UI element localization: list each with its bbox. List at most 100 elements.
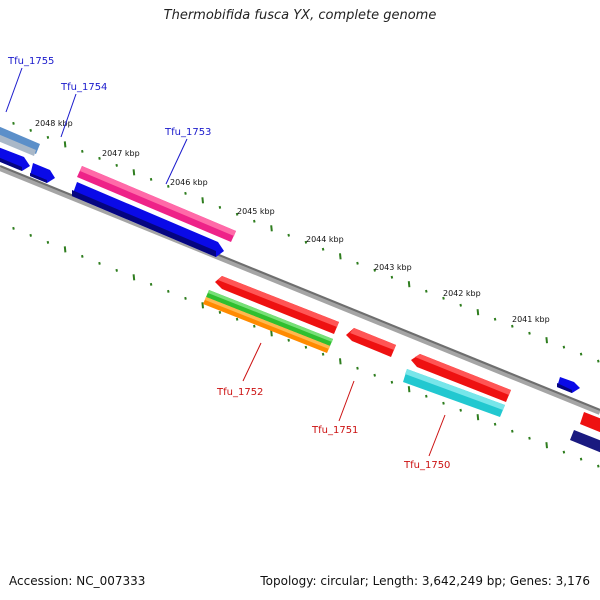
inner-tick-11 (184, 296, 187, 300)
inner-tick-8 (132, 274, 136, 281)
outer-tick-15 (253, 219, 256, 223)
gene-label-tfu-1753: Tfu_1753 (164, 127, 211, 138)
gene-arrow-tfu-1752[interactable] (215, 276, 339, 334)
kbp-label-2041: 2041 kbp (512, 315, 550, 324)
label-leader-lines (5, 67, 446, 457)
gene-arrow-right-edge[interactable] (557, 377, 580, 393)
kbp-label-2045: 2045 kbp (237, 207, 275, 216)
gene-arrow-tfu-1754-left[interactable] (0, 147, 30, 171)
genome-summary-text: Topology: circular; Length: 3,642,249 bp… (260, 574, 590, 588)
outer-tick-29 (493, 317, 497, 321)
outer-tick-5 (81, 149, 84, 153)
inner-tick-21 (356, 366, 359, 370)
inner-tick-5 (81, 254, 84, 258)
outer-tick-28 (476, 309, 480, 316)
inner-tick-20 (339, 358, 342, 365)
inner-tick-13 (218, 310, 222, 314)
inner-tick-34 (579, 457, 583, 461)
kbp-label-2047: 2047 kbp (102, 149, 140, 158)
kbp-label-2043: 2043 kbp (374, 263, 412, 272)
inner-tick-24 (407, 386, 411, 393)
inner-tick-29 (493, 422, 497, 426)
outer-tick-11 (184, 191, 187, 195)
inner-tick-26 (442, 401, 445, 405)
gene-arrow-tfu-1753-blue[interactable] (72, 182, 224, 257)
inner-tick-2 (29, 233, 32, 237)
inner-tick-25 (425, 394, 428, 398)
outer-tick-27 (459, 303, 462, 307)
kbp-label-2048: 2048 kbp (35, 119, 73, 128)
map-title: Thermobifida fusca YX, complete genome (163, 8, 437, 23)
gene-arrow-right-navy[interactable] (570, 430, 600, 453)
outer-tick-30 (511, 324, 514, 328)
outer-tick-7 (115, 163, 118, 167)
gene-arrow-tfu-1750-cyan[interactable] (403, 369, 505, 417)
outer-tick-track (12, 121, 600, 363)
inner-tick-17 (287, 338, 290, 342)
inner-tick-33 (562, 450, 566, 454)
outer-tick-33 (562, 345, 566, 349)
inner-tick-18 (304, 345, 308, 349)
gene-label-tfu-1755: Tfu_1755 (7, 56, 54, 67)
outer-tick-3 (46, 135, 50, 139)
inner-tick-4 (63, 246, 67, 253)
kbp-scale-labels: 2048 kbp 2047 kbp 2046 kbp 2045 kbp 2044… (35, 119, 550, 324)
outer-tick-19 (321, 247, 325, 251)
gene-arrow-tfu-1754[interactable] (30, 163, 55, 183)
outer-tick-24 (407, 281, 411, 288)
outer-tick-6 (98, 156, 101, 160)
inner-tick-15 (253, 324, 256, 328)
gene-label-tfu-1754: Tfu_1754 (60, 82, 107, 93)
outer-tick-22 (373, 268, 376, 272)
gene-arrow-tfu-1755[interactable] (0, 126, 40, 156)
outer-tick-9 (149, 177, 153, 181)
outer-tick-1 (12, 121, 15, 125)
gene-label-tfu-1751: Tfu_1751 (311, 425, 358, 436)
inner-tick-35 (597, 464, 600, 468)
gene-arrow-right-red[interactable] (580, 412, 600, 433)
outer-tick-23 (390, 275, 394, 279)
outer-tick-8 (132, 169, 136, 176)
outer-tick-12 (201, 197, 204, 204)
gene-arrow-tfu-1752-green[interactable] (206, 290, 333, 346)
inner-tick-track (12, 226, 600, 468)
outer-tick-31 (528, 331, 531, 335)
gene-arrow-tfu-1752-orange[interactable] (203, 297, 330, 353)
gene-arrow-tfu-1751[interactable] (346, 328, 396, 357)
kbp-label-2044: 2044 kbp (306, 235, 344, 244)
inner-tick-14 (235, 317, 239, 321)
forward-strand-features (0, 126, 580, 393)
inner-tick-12 (201, 302, 204, 309)
inner-tick-7 (115, 268, 118, 272)
kbp-label-2042: 2042 kbp (443, 289, 481, 298)
inner-tick-9 (149, 282, 153, 286)
gene-labels: Tfu_1755 Tfu_1754 Tfu_1753 Tfu_1752 Tfu_… (7, 56, 450, 471)
inner-tick-1 (12, 226, 15, 230)
reverse-strand-features (203, 276, 600, 453)
inner-tick-22 (373, 373, 376, 377)
inner-tick-30 (511, 429, 514, 433)
inner-tick-28 (476, 414, 480, 421)
outer-tick-18 (304, 240, 308, 244)
inner-tick-31 (528, 436, 531, 440)
outer-tick-25 (425, 289, 428, 293)
gene-label-tfu-1750: Tfu_1750 (403, 460, 450, 471)
gene-label-tfu-1752: Tfu_1752 (216, 387, 263, 398)
gene-arrow-tfu-1753[interactable] (77, 166, 236, 242)
outer-tick-32 (545, 337, 548, 344)
kbp-label-2046: 2046 kbp (170, 178, 208, 187)
inner-tick-10 (167, 289, 170, 293)
inner-tick-3 (46, 240, 50, 244)
inner-tick-6 (98, 261, 101, 265)
outer-tick-2 (29, 128, 32, 132)
outer-tick-17 (287, 233, 290, 237)
inner-tick-16 (270, 330, 273, 337)
outer-tick-4 (63, 141, 67, 148)
inner-tick-32 (545, 442, 548, 449)
outer-tick-13 (218, 205, 222, 209)
outer-tick-10 (167, 184, 170, 188)
outer-tick-14 (235, 212, 239, 216)
gene-arrow-tfu-1750[interactable] (411, 354, 511, 402)
outer-tick-34 (579, 352, 583, 356)
